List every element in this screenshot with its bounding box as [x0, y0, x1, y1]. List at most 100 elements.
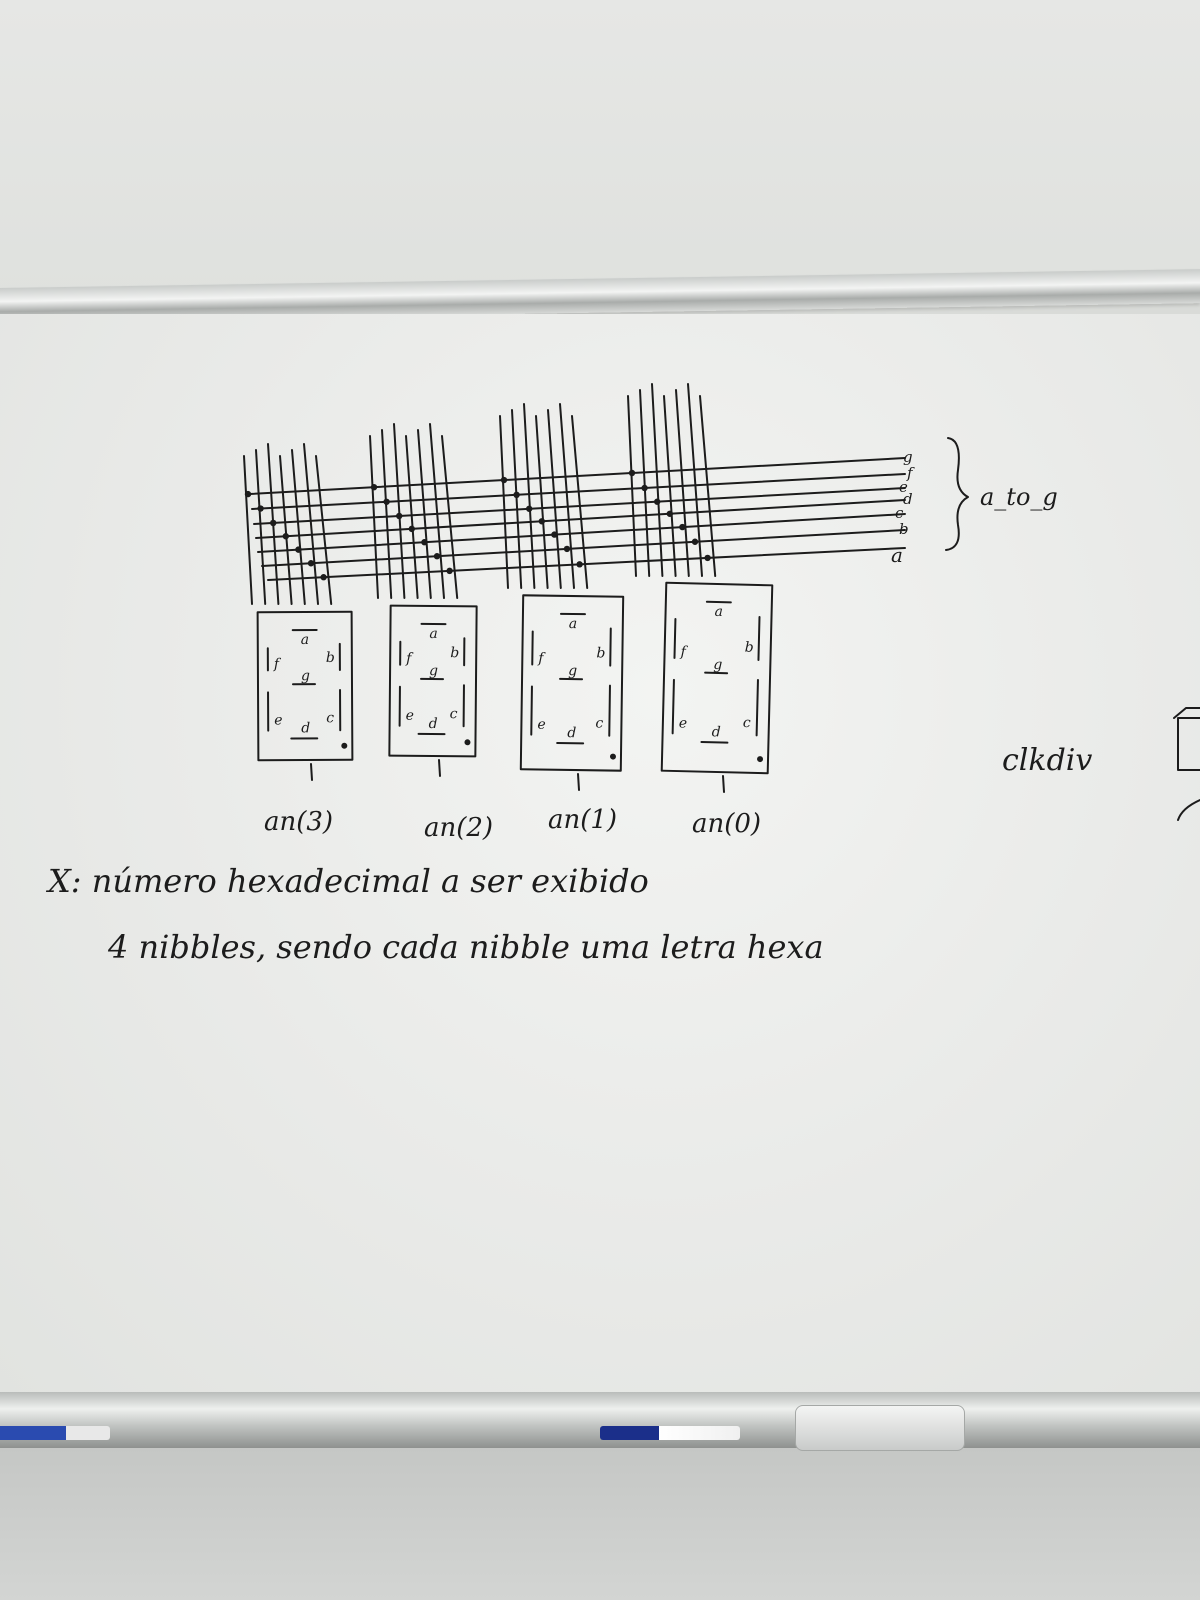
digit-1: af bg e cd: [388, 604, 478, 758]
drop-wire: [417, 429, 432, 599]
tap-dot: [295, 546, 302, 553]
bus-label-b: b: [899, 520, 909, 538]
bus-label-f: f: [906, 464, 915, 482]
tap-dot: [666, 510, 673, 517]
tap-dot: [270, 519, 277, 527]
drop-wire: [315, 455, 333, 605]
segment-label-f: f: [405, 651, 414, 667]
segment-label-e: e: [679, 715, 688, 731]
segment-label-d: d: [567, 725, 576, 741]
anode-label: an(1): [548, 805, 617, 835]
anode-pin: [438, 759, 441, 777]
anode-pin: [577, 773, 580, 791]
tap-dot: [421, 539, 428, 546]
clock-label: clkdiv: [1002, 743, 1092, 778]
anode-pin: [722, 775, 725, 793]
tap-dot: [433, 553, 441, 560]
tap-dot: [513, 491, 520, 499]
clock-block-edge: [1173, 707, 1200, 821]
tap-dot: [526, 505, 533, 512]
digit-box: [388, 604, 478, 758]
segment-g: [704, 671, 729, 675]
digit-drop-wires: [243, 383, 717, 605]
anode-label: an(0): [692, 809, 761, 839]
bus-label: a_to_g: [980, 483, 1058, 511]
tap-dot: [576, 561, 583, 568]
anode-label: an(2): [424, 813, 493, 843]
note-line-2: 4 nibbles, sendo cada nibble uma letra h…: [108, 928, 824, 966]
tap-dot: [408, 525, 415, 533]
drop-wire: [291, 449, 306, 605]
bus-label-c: c: [895, 504, 904, 522]
drop-wire: [393, 423, 406, 599]
anode-pin: [310, 763, 313, 781]
drop-wire: [571, 415, 589, 589]
tap-dot: [628, 469, 636, 477]
tap-dot: [500, 476, 508, 484]
floor-background: [0, 1448, 1200, 1600]
segment-f: [673, 617, 677, 659]
segment-label-e: e: [274, 713, 282, 729]
drop-wire: [243, 455, 253, 605]
digit-3: a f b g e c d: [660, 581, 774, 775]
segment-label-g: g: [568, 663, 577, 679]
segment-b: [609, 627, 612, 667]
drop-wire: [279, 455, 293, 605]
blue-marker[interactable]: [600, 1426, 740, 1440]
drop-wire: [511, 409, 523, 589]
tap-dot: [641, 484, 648, 492]
blue-marker-left[interactable]: [0, 1426, 110, 1440]
drop-wire: [255, 449, 267, 605]
segment-label-f: f: [537, 651, 546, 667]
tap-dot: [244, 490, 252, 498]
decimal-point: [341, 742, 348, 749]
wall-background: [0, 0, 1200, 300]
segment-label-c: c: [595, 716, 603, 732]
eraser[interactable]: [795, 1405, 965, 1451]
digit-box: [660, 581, 774, 775]
tap-dot: [654, 498, 661, 505]
decimal-point: [464, 739, 471, 746]
bus-label-a: a: [891, 543, 903, 567]
segment-label-a: a: [714, 604, 723, 620]
segment-label-a: a: [301, 632, 309, 648]
digit-box: [256, 610, 354, 762]
segment-label-c: c: [743, 715, 751, 731]
tap-dot: [704, 554, 711, 562]
drop-wire: [559, 403, 575, 589]
decimal-point: [757, 756, 764, 763]
segment-b: [757, 616, 761, 661]
segment-e: [530, 685, 533, 736]
segment-label-b: b: [450, 645, 459, 661]
segment-c: [755, 678, 759, 737]
tap-dot: [551, 531, 558, 538]
tap-dot: [679, 523, 686, 531]
segment-c: [608, 684, 611, 737]
drop-wire: [547, 409, 562, 589]
segment-label-d: d: [301, 720, 310, 736]
segment-e: [671, 678, 675, 735]
segment-label-f: f: [679, 644, 688, 660]
anode-label: an(3): [264, 807, 333, 837]
tap-dot: [446, 567, 453, 575]
drop-wire: [441, 435, 459, 599]
segment-label-b: b: [326, 650, 335, 666]
tap-dot: [691, 538, 699, 545]
segment-label-a: a: [429, 626, 437, 642]
digit-0: a f bg e cd: [256, 610, 354, 762]
bus-line-a: [267, 547, 906, 581]
note-line-1: X: número hexadecimal a ser exibido: [48, 862, 649, 900]
drop-wire: [687, 383, 703, 577]
segment-label-e: e: [406, 708, 414, 724]
drop-wire: [639, 389, 651, 577]
segment-label-g: g: [429, 663, 438, 679]
drop-wire: [499, 415, 509, 589]
segment-label-g: g: [713, 657, 722, 673]
segment-label-d: d: [429, 716, 438, 732]
drop-wire: [627, 395, 637, 577]
digit-2: a f b g e c d: [519, 594, 625, 772]
digit-box: [519, 594, 625, 772]
drop-wire: [381, 429, 393, 599]
drop-wire: [405, 435, 419, 599]
